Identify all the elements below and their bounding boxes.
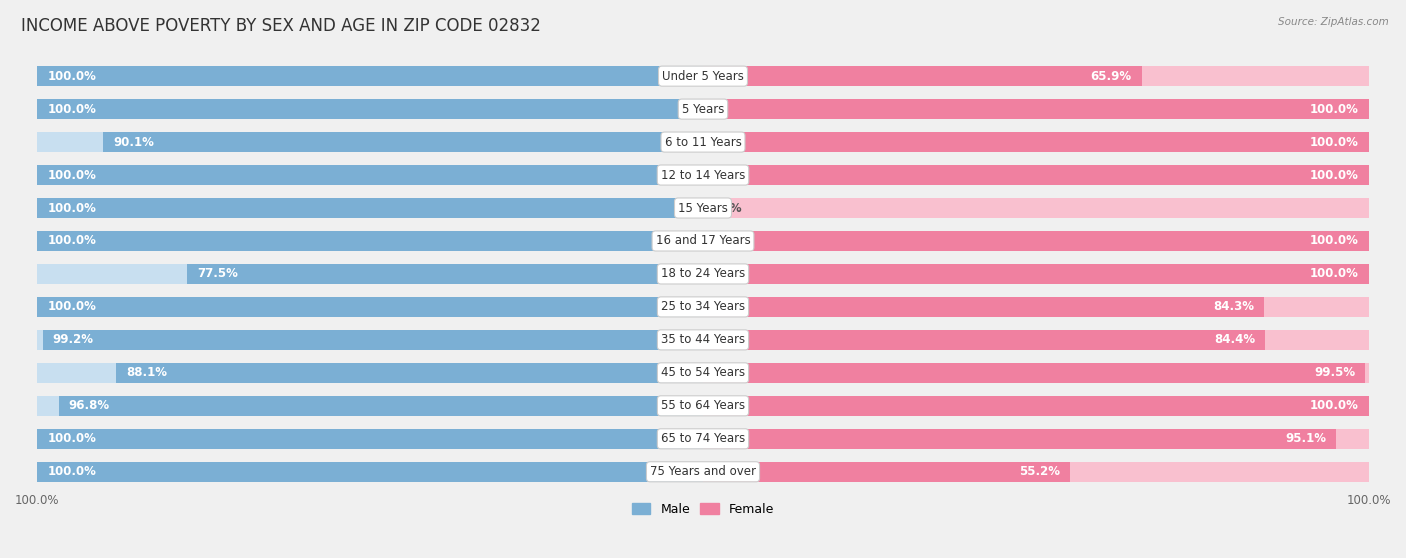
Bar (703, 231, 1369, 251)
Text: 45 to 54 Years: 45 to 54 Years (661, 367, 745, 379)
Text: 90.1%: 90.1% (112, 136, 155, 148)
Bar (37, 231, 703, 251)
Bar (703, 297, 1369, 317)
Text: 12 to 14 Years: 12 to 14 Years (661, 169, 745, 181)
Text: 6 to 11 Years: 6 to 11 Years (665, 136, 741, 148)
Text: 99.2%: 99.2% (52, 333, 94, 347)
Bar (59, 396, 703, 416)
Text: 100.0%: 100.0% (48, 234, 96, 248)
Text: 88.1%: 88.1% (127, 367, 167, 379)
Text: 100.0%: 100.0% (1310, 136, 1358, 148)
Bar (37, 429, 703, 449)
Bar (37, 264, 703, 284)
Bar (703, 429, 1336, 449)
Text: 100.0%: 100.0% (48, 432, 96, 445)
Bar (703, 330, 1265, 350)
Bar (37, 165, 703, 185)
Text: Under 5 Years: Under 5 Years (662, 70, 744, 83)
Bar (37, 429, 703, 449)
Bar (37, 297, 703, 317)
Text: 55 to 64 Years: 55 to 64 Years (661, 400, 745, 412)
Bar (703, 363, 1365, 383)
Text: 99.5%: 99.5% (1315, 367, 1355, 379)
Bar (703, 165, 1369, 185)
Bar (703, 231, 1369, 251)
Bar (117, 363, 703, 383)
Text: 96.8%: 96.8% (69, 400, 110, 412)
Text: 35 to 44 Years: 35 to 44 Years (661, 333, 745, 347)
Text: 0.0%: 0.0% (710, 201, 742, 214)
Bar (37, 99, 703, 119)
Text: 15 Years: 15 Years (678, 201, 728, 214)
Text: 75 Years and over: 75 Years and over (650, 465, 756, 478)
Bar (37, 132, 703, 152)
Text: 18 to 24 Years: 18 to 24 Years (661, 267, 745, 281)
Bar (37, 198, 703, 218)
Bar (37, 66, 703, 86)
Bar (37, 297, 703, 317)
Legend: Male, Female: Male, Female (627, 498, 779, 521)
Text: 100.0%: 100.0% (48, 103, 96, 116)
Bar (703, 198, 1369, 218)
Text: 100.0%: 100.0% (48, 201, 96, 214)
Bar (37, 363, 703, 383)
Text: 100.0%: 100.0% (1310, 169, 1358, 181)
Bar (703, 132, 1369, 152)
Bar (187, 264, 703, 284)
Text: 100.0%: 100.0% (48, 169, 96, 181)
Bar (703, 429, 1369, 449)
Bar (37, 165, 703, 185)
Text: 100.0%: 100.0% (1310, 103, 1358, 116)
Text: 95.1%: 95.1% (1285, 432, 1326, 445)
Bar (703, 396, 1369, 416)
Bar (703, 461, 1070, 482)
Bar (703, 363, 1369, 383)
Text: 100.0%: 100.0% (1310, 400, 1358, 412)
Bar (703, 396, 1369, 416)
Text: 84.3%: 84.3% (1213, 300, 1254, 314)
Text: 5 Years: 5 Years (682, 103, 724, 116)
Bar (37, 461, 703, 482)
Bar (703, 99, 1369, 119)
Bar (703, 99, 1369, 119)
Text: 77.5%: 77.5% (197, 267, 238, 281)
Bar (703, 132, 1369, 152)
Text: 65 to 74 Years: 65 to 74 Years (661, 432, 745, 445)
Bar (37, 396, 703, 416)
Text: 84.4%: 84.4% (1213, 333, 1256, 347)
Bar (703, 461, 1369, 482)
Bar (37, 461, 703, 482)
Text: Source: ZipAtlas.com: Source: ZipAtlas.com (1278, 17, 1389, 27)
Bar (703, 264, 1369, 284)
Bar (37, 198, 703, 218)
Bar (703, 165, 1369, 185)
Text: 100.0%: 100.0% (48, 465, 96, 478)
Text: 100.0%: 100.0% (48, 70, 96, 83)
Text: 55.2%: 55.2% (1019, 465, 1060, 478)
Bar (703, 66, 1142, 86)
Text: 25 to 34 Years: 25 to 34 Years (661, 300, 745, 314)
Text: 16 and 17 Years: 16 and 17 Years (655, 234, 751, 248)
Text: 100.0%: 100.0% (1310, 267, 1358, 281)
Bar (703, 297, 1264, 317)
Bar (37, 66, 703, 86)
Text: 65.9%: 65.9% (1091, 70, 1132, 83)
Bar (703, 330, 1369, 350)
Bar (37, 231, 703, 251)
Bar (37, 330, 703, 350)
Bar (42, 330, 703, 350)
Text: INCOME ABOVE POVERTY BY SEX AND AGE IN ZIP CODE 02832: INCOME ABOVE POVERTY BY SEX AND AGE IN Z… (21, 17, 541, 35)
Bar (103, 132, 703, 152)
Text: 100.0%: 100.0% (48, 300, 96, 314)
Bar (703, 66, 1369, 86)
Text: 100.0%: 100.0% (1310, 234, 1358, 248)
Bar (37, 99, 703, 119)
Bar (703, 264, 1369, 284)
